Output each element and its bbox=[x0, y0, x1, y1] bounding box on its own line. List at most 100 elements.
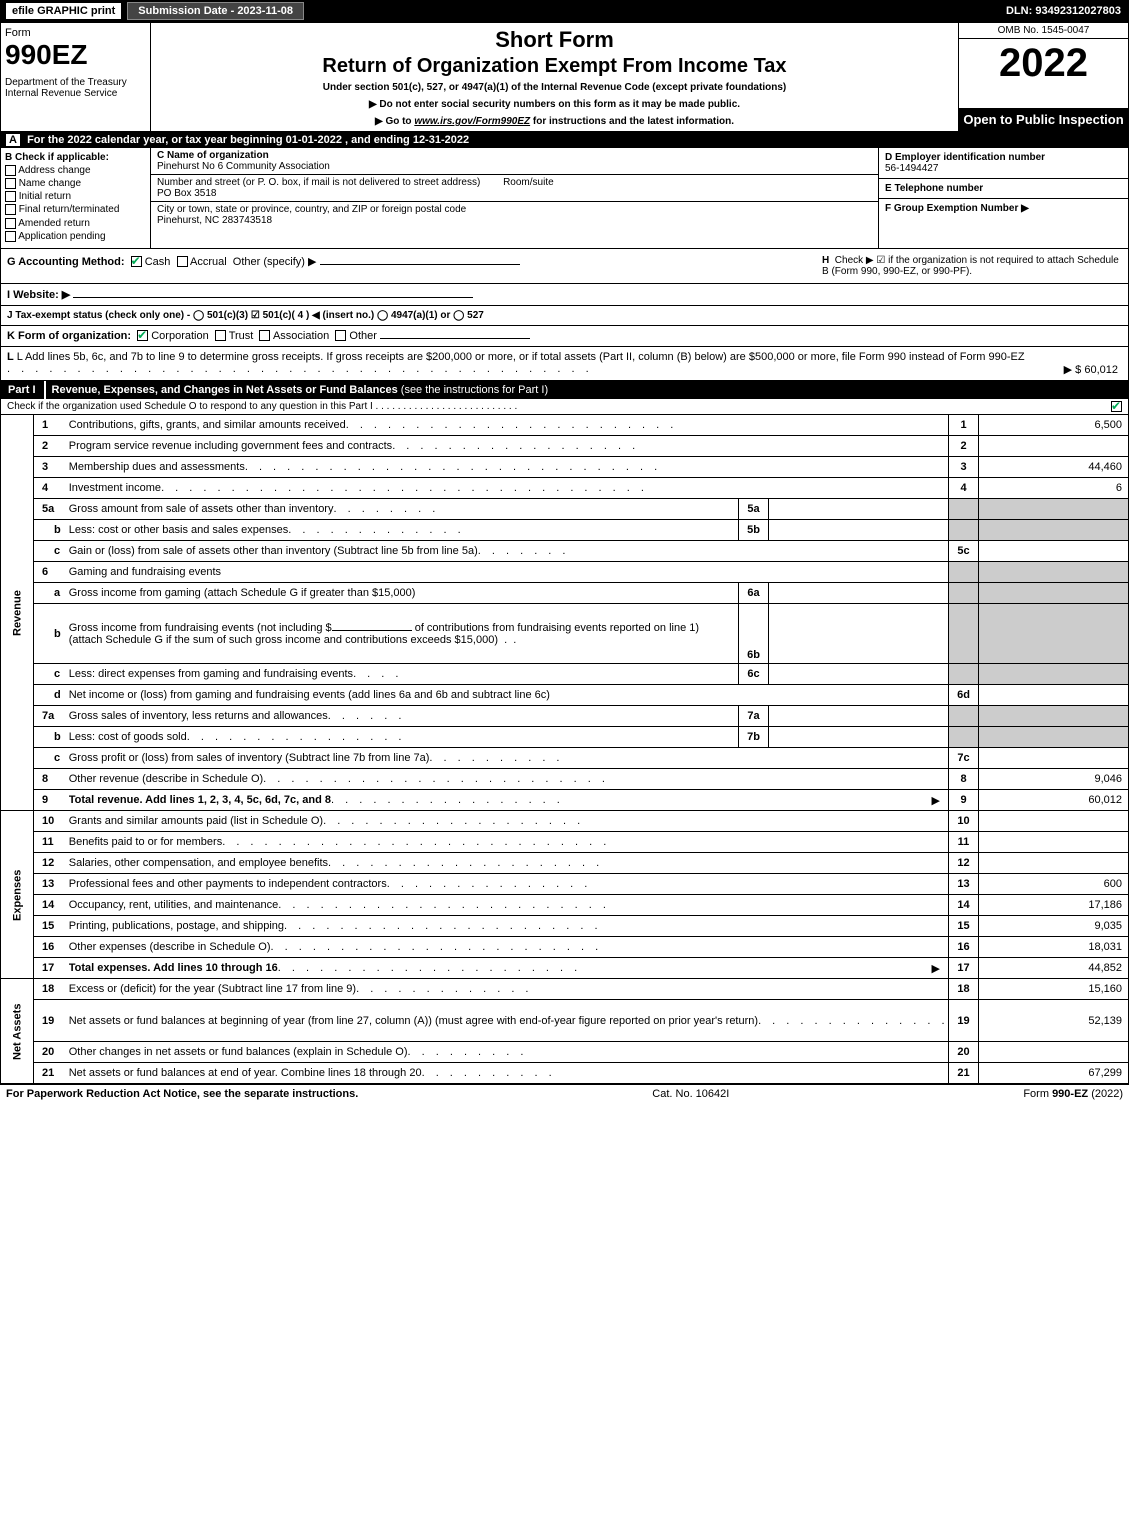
k-label: K Form of organization: bbox=[7, 330, 131, 342]
chk-name-change[interactable]: Name change bbox=[5, 178, 146, 189]
row-l: L L Add lines 5b, 6c, and 7b to line 9 t… bbox=[0, 347, 1129, 381]
row-k: K Form of organization: Corporation Trus… bbox=[0, 326, 1129, 347]
line-21: 21 Net assets or fund balances at end of… bbox=[1, 1063, 1129, 1084]
6b-amount-field[interactable] bbox=[332, 630, 412, 631]
i-label: I Website: ▶ bbox=[7, 289, 70, 301]
form-label: Form bbox=[5, 27, 146, 39]
line-4: 4 Investment income. . . . . . . . . . .… bbox=[1, 478, 1129, 499]
chk-association[interactable] bbox=[259, 330, 270, 341]
line-2: 2 Program service revenue including gove… bbox=[1, 436, 1129, 457]
part1-check-text: Check if the organization used Schedule … bbox=[7, 401, 517, 412]
row-h: H Check ▶ ☑ if the organization is not r… bbox=[822, 255, 1122, 277]
k-other-line[interactable] bbox=[380, 338, 530, 339]
col-c: C Name of organization Pinehurst No 6 Co… bbox=[151, 148, 878, 248]
expenses-side-label: Expenses bbox=[1, 811, 34, 979]
open-to-public: Open to Public Inspection bbox=[959, 108, 1128, 131]
k-assoc: Association bbox=[273, 330, 329, 342]
irs-link[interactable]: www.irs.gov/Form990EZ bbox=[414, 116, 530, 127]
chk-schedule-o[interactable] bbox=[1111, 401, 1122, 412]
line-7c: c Gross profit or (loss) from sales of i… bbox=[1, 748, 1129, 769]
line-6: 6 Gaming and fundraising events bbox=[1, 562, 1129, 583]
line-8: 8 Other revenue (describe in Schedule O)… bbox=[1, 769, 1129, 790]
omb-number: OMB No. 1545-0047 bbox=[959, 23, 1128, 39]
chk-other-org[interactable] bbox=[335, 330, 346, 341]
chk-cash[interactable] bbox=[131, 256, 142, 267]
chk-amended-return[interactable]: Amended return bbox=[5, 218, 146, 229]
submission-date: Submission Date - 2023-11-08 bbox=[127, 2, 304, 20]
f-hdr: F Group Exemption Number ▶ bbox=[885, 203, 1029, 214]
row-gh: G Accounting Method: Cash Accrual Other … bbox=[0, 249, 1129, 284]
h-text: Check ▶ ☑ if the organization is not req… bbox=[822, 255, 1119, 277]
row-a-text: For the 2022 calendar year, or tax year … bbox=[27, 134, 469, 146]
row-a-label: A bbox=[6, 134, 20, 146]
form-header: Form 990EZ Department of the Treasury In… bbox=[0, 22, 1129, 132]
box-f: F Group Exemption Number ▶ bbox=[879, 199, 1128, 218]
e-hdr: E Telephone number bbox=[885, 183, 1122, 194]
c-street-hdr: Number and street (or P. O. box, if mail… bbox=[157, 177, 480, 188]
g-other: Other (specify) ▶ bbox=[233, 256, 317, 268]
part1-label: Part I bbox=[0, 381, 46, 399]
chk-address-change[interactable]: Address change bbox=[5, 165, 146, 176]
dln-number: DLN: 93492312027803 bbox=[1006, 5, 1129, 17]
g-other-line[interactable] bbox=[320, 264, 520, 265]
c-name-hdr: C Name of organization bbox=[157, 150, 269, 161]
arrow2-post: for instructions and the latest informat… bbox=[530, 116, 734, 127]
arrow-line-2: ▶ Go to www.irs.gov/Form990EZ for instru… bbox=[157, 116, 952, 127]
k-other: Other bbox=[349, 330, 377, 342]
line-7a: 7a Gross sales of inventory, less return… bbox=[1, 706, 1129, 727]
c-city-hdr: City or town, state or province, country… bbox=[157, 204, 466, 215]
chk-accrual[interactable] bbox=[177, 256, 188, 267]
line-7b: b Less: cost of goods sold. . . . . . . … bbox=[1, 727, 1129, 748]
line-10: Expenses 10 Grants and similar amounts p… bbox=[1, 811, 1129, 832]
line-15: 15 Printing, publications, postage, and … bbox=[1, 916, 1129, 937]
arrow2-pre: ▶ Go to bbox=[375, 116, 414, 127]
line-6d: d Net income or (loss) from gaming and f… bbox=[1, 685, 1129, 706]
row-a: A For the 2022 calendar year, or tax yea… bbox=[0, 132, 1129, 148]
line-17: 17 Total expenses. Add lines 10 through … bbox=[1, 958, 1129, 979]
part1-subtitle: (see the instructions for Part I) bbox=[401, 384, 548, 396]
netassets-side-label: Net Assets bbox=[1, 979, 34, 1084]
chk-initial-return[interactable]: Initial return bbox=[5, 191, 146, 202]
header-left: Form 990EZ Department of the Treasury In… bbox=[1, 23, 151, 131]
line-6c: c Less: direct expenses from gaming and … bbox=[1, 664, 1129, 685]
top-bar: efile GRAPHIC print Submission Date - 20… bbox=[0, 0, 1129, 22]
footer-left: For Paperwork Reduction Act Notice, see … bbox=[6, 1088, 358, 1100]
col-def: D Employer identification number 56-1494… bbox=[878, 148, 1128, 248]
footer-right: Form 990-EZ (2022) bbox=[1023, 1088, 1123, 1100]
c-street-row: Number and street (or P. O. box, if mail… bbox=[151, 175, 878, 202]
line-18: Net Assets 18 Excess or (deficit) for th… bbox=[1, 979, 1129, 1000]
line-6b: b Gross income from fundraising events (… bbox=[1, 604, 1129, 664]
efile-print-label[interactable]: efile GRAPHIC print bbox=[6, 3, 121, 19]
c-name-val: Pinehurst No 6 Community Association bbox=[157, 161, 330, 172]
c-room-hdr: Room/suite bbox=[503, 177, 554, 188]
col-b: B Check if applicable: Address change Na… bbox=[1, 148, 151, 248]
line-11: 11 Benefits paid to or for members. . . … bbox=[1, 832, 1129, 853]
k-corp: Corporation bbox=[151, 330, 208, 342]
line-20: 20 Other changes in net assets or fund b… bbox=[1, 1042, 1129, 1063]
d-val: 56-1494427 bbox=[885, 163, 1122, 174]
chk-trust[interactable] bbox=[215, 330, 226, 341]
l-amount: ▶ $ 60,012 bbox=[1060, 363, 1122, 376]
website-field[interactable] bbox=[73, 297, 473, 298]
arrow-line-1: ▶ Do not enter social security numbers o… bbox=[157, 99, 952, 110]
b-header: Check if applicable: bbox=[15, 152, 109, 163]
form-number: 990EZ bbox=[5, 39, 146, 71]
line-1: Revenue 1 Contributions, gifts, grants, … bbox=[1, 415, 1129, 436]
c-city-val: Pinehurst, NC 283743518 bbox=[157, 215, 272, 226]
footer-center: Cat. No. 10642I bbox=[358, 1088, 1023, 1100]
line-6a: a Gross income from gaming (attach Sched… bbox=[1, 583, 1129, 604]
chk-final-return[interactable]: Final return/terminated bbox=[5, 204, 146, 215]
line-5c: c Gain or (loss) from sale of assets oth… bbox=[1, 541, 1129, 562]
line-5b: b Less: cost or other basis and sales ex… bbox=[1, 520, 1129, 541]
section-bcdef: B Check if applicable: Address change Na… bbox=[0, 148, 1129, 249]
box-e: E Telephone number bbox=[879, 179, 1128, 199]
line-16: 16 Other expenses (describe in Schedule … bbox=[1, 937, 1129, 958]
part1-check-row: Check if the organization used Schedule … bbox=[0, 399, 1129, 415]
box-d: D Employer identification number 56-1494… bbox=[879, 148, 1128, 179]
g-cash: Cash bbox=[145, 256, 171, 268]
chk-application-pending[interactable]: Application pending bbox=[5, 231, 146, 242]
revenue-side-label: Revenue bbox=[1, 415, 34, 811]
chk-corporation[interactable] bbox=[137, 330, 148, 341]
line-13: 13 Professional fees and other payments … bbox=[1, 874, 1129, 895]
g-label: G Accounting Method: bbox=[7, 256, 125, 268]
